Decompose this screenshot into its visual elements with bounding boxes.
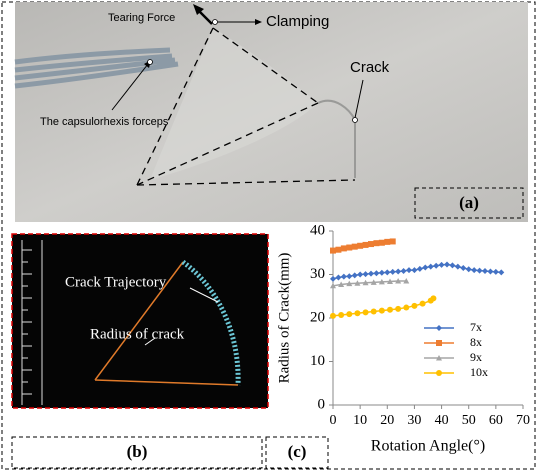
marker [433, 263, 439, 269]
annotation: Crack [350, 59, 390, 76]
marker [420, 301, 426, 307]
legend-label: 8x [470, 335, 482, 349]
marker [411, 303, 417, 309]
marker [371, 308, 377, 314]
x-tick-label: 60 [489, 413, 503, 428]
marker [352, 272, 358, 278]
marker [373, 240, 379, 246]
marker [354, 310, 360, 316]
marker [363, 242, 369, 248]
marker [363, 309, 369, 315]
marker [395, 268, 401, 274]
marker [384, 269, 390, 275]
chart: Radius of Crack(mm) Rotation Angle(°) 0 1… [276, 222, 530, 454]
marker [363, 271, 369, 277]
marker [487, 268, 493, 274]
y-tick-label: 0 [318, 396, 326, 412]
marker [346, 273, 352, 279]
marker [436, 325, 442, 331]
marker [482, 268, 488, 274]
marker [352, 244, 358, 250]
marker [357, 272, 363, 278]
series-line [333, 264, 501, 278]
marker [417, 266, 423, 272]
marker [341, 245, 347, 251]
marker [444, 261, 450, 267]
marker [428, 264, 434, 270]
marker [335, 275, 341, 281]
marker [401, 268, 407, 274]
marker [390, 238, 396, 244]
y-tick-label: 40 [310, 222, 325, 238]
legend-label: 10x [470, 365, 488, 379]
marker [477, 268, 483, 274]
marker [403, 305, 409, 311]
y-tick-label: 10 [310, 353, 325, 369]
marker [498, 269, 504, 275]
x-tick-label: 30 [407, 413, 421, 428]
marker [368, 241, 374, 247]
legend-label: 7x [470, 320, 482, 334]
panel-label: (b) [127, 442, 148, 461]
y-tick-label: 30 [310, 266, 325, 282]
x-tick-label: 20 [380, 413, 394, 428]
legend-label: 9x [470, 350, 482, 364]
marker [439, 262, 445, 268]
y-tick-label: 20 [310, 309, 325, 325]
marker [422, 265, 428, 271]
marker [455, 264, 461, 270]
annotation: Crack Trajectory [65, 274, 167, 290]
marker [406, 267, 412, 273]
figure: Tearing Force Clamping Crack The capsulo… [0, 0, 537, 472]
panel-label: (a) [459, 193, 479, 212]
marker [471, 267, 477, 273]
marker [335, 247, 341, 253]
marker [379, 270, 385, 276]
x-tick-label: 40 [435, 413, 449, 428]
marker [436, 370, 442, 376]
marker [390, 269, 396, 275]
x-axis-title: Rotation Angle(°) [371, 438, 485, 455]
marker [395, 306, 401, 312]
marker [436, 340, 442, 346]
marker [384, 239, 390, 245]
marker [460, 265, 466, 271]
y-axis-title: Radius of Crack(mm) [276, 253, 292, 384]
annotation: Tearing Force [108, 12, 175, 24]
x-tick-label: 10 [353, 413, 367, 428]
marker [341, 274, 347, 280]
marker [493, 269, 499, 275]
annotation: Clamping [266, 13, 329, 30]
marker [346, 311, 352, 317]
marker [330, 313, 336, 319]
marker [379, 308, 385, 314]
x-tick-label: 50 [462, 413, 476, 428]
photo: Tearing Force Clamping Crack The capsulo… [15, 2, 528, 222]
marker [368, 271, 374, 277]
marker [466, 266, 472, 272]
x-tick-label: 70 [516, 413, 530, 428]
marker [379, 240, 385, 246]
marker [373, 270, 379, 276]
marker [411, 267, 417, 273]
annotation: The capsulorhexis forceps [40, 116, 169, 128]
panel-label: (c) [288, 442, 307, 461]
marker [346, 245, 352, 251]
marker [449, 262, 455, 268]
marker [430, 295, 436, 301]
marker [357, 243, 363, 249]
marker [387, 307, 393, 313]
annotation: Radius of crack [90, 326, 185, 342]
marker [330, 248, 336, 254]
x-tick-label: 0 [330, 413, 337, 428]
marker [338, 312, 344, 318]
marker [330, 276, 336, 282]
